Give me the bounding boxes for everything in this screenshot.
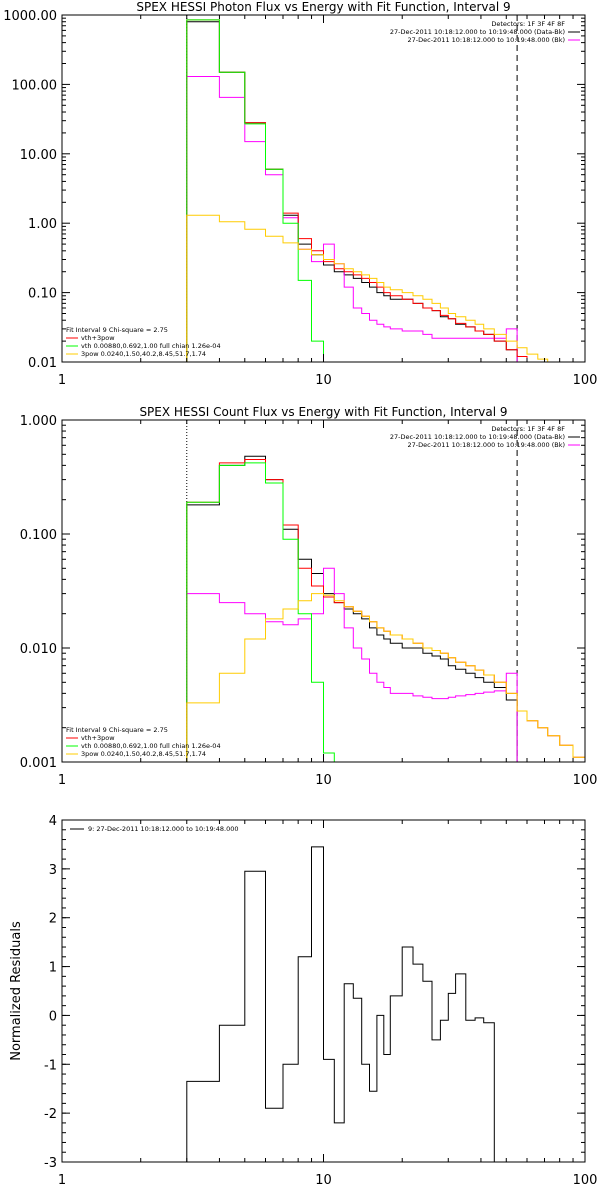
y-tick-label: 0.01 bbox=[28, 356, 57, 371]
series-line-5 bbox=[186, 214, 585, 362]
series-line-2 bbox=[186, 76, 518, 362]
series-line-5 bbox=[186, 593, 585, 762]
x-tick-label: 10 bbox=[315, 1173, 332, 1188]
series-group bbox=[186, 846, 495, 1162]
legend-top-text: 27-Dec-2011 10:18:12.000 to 10:19:48.000… bbox=[408, 441, 566, 449]
x-tick-label: 100 bbox=[573, 1173, 598, 1188]
y-tick-label: 100.00 bbox=[12, 78, 58, 93]
y-tick-label: -3 bbox=[44, 1156, 57, 1171]
y-tick-label: 1000.00 bbox=[3, 9, 57, 24]
legend-bottom-text: vth+3pow bbox=[81, 734, 115, 742]
y-tick-label: 0.100 bbox=[20, 528, 57, 543]
x-tick-label: 100 bbox=[573, 773, 598, 788]
x-tick-label: 100 bbox=[573, 373, 598, 388]
series-line-4 bbox=[186, 19, 324, 362]
y-tick-label: 2 bbox=[49, 912, 57, 927]
legend-top-text: 9: 27-Dec-2011 10:18:12.000 to 10:19:48.… bbox=[88, 825, 239, 833]
legend-top-text: Detectors: 1F 3F 4F 8F bbox=[491, 425, 565, 433]
y-tick-label: 0.10 bbox=[28, 287, 57, 302]
series-line-3 bbox=[186, 19, 585, 362]
y-tick-label: -2 bbox=[44, 1107, 57, 1122]
chart-panel-1: SPEX HESSI Photon Flux vs Energy with Fi… bbox=[3, 0, 597, 388]
chart-panel-2: SPEX HESSI Count Flux vs Energy with Fit… bbox=[20, 405, 598, 788]
y-tick-label: 0.010 bbox=[20, 642, 57, 657]
series-group bbox=[186, 19, 585, 362]
y-tick-label: 1 bbox=[49, 961, 57, 976]
x-tick-label: 1 bbox=[58, 1173, 66, 1188]
series-line-1 bbox=[186, 846, 495, 1162]
y-tick-label: 1.000 bbox=[20, 414, 57, 429]
legend-bottom-text: vth 0.00880,0.692,1.00 full chian 1.26e-… bbox=[81, 742, 221, 750]
y-axis-label: Normalized Residuals bbox=[9, 921, 24, 1061]
series-line-1 bbox=[186, 455, 518, 762]
legend-top-text: 27-Dec-2011 10:18:12.000 to 10:19:48.000… bbox=[390, 433, 565, 441]
chart-title: SPEX HESSI Count Flux vs Energy with Fit… bbox=[139, 405, 507, 419]
y-tick-label: 0.001 bbox=[20, 756, 57, 771]
legend-bottom-text: Fit Interval 9 Chi-square = 2.75 bbox=[66, 726, 168, 734]
chart-title: SPEX HESSI Photon Flux vs Energy with Fi… bbox=[136, 0, 510, 14]
x-tick-label: 1 bbox=[58, 373, 66, 388]
legend-bottom-text: vth+3pow bbox=[81, 334, 115, 342]
series-line-4 bbox=[186, 462, 335, 762]
legend-top-text: Detectors: 1F 3F 4F 8F bbox=[491, 20, 565, 28]
series-line-1 bbox=[186, 21, 518, 362]
legend-bottom-text: 3pow 0.0240,1.50,40.2,8.45,51.7,1.74 bbox=[81, 350, 206, 358]
legend-bottom-text: Fit Interval 9 Chi-square = 2.75 bbox=[66, 326, 168, 334]
plot-frame bbox=[61, 14, 586, 363]
x-tick-label: 1 bbox=[58, 773, 66, 788]
series-line-2 bbox=[186, 567, 518, 762]
y-tick-label: 3 bbox=[49, 863, 57, 878]
y-tick-label: 10.00 bbox=[20, 148, 57, 163]
series-line-3 bbox=[186, 459, 585, 762]
y-tick-label: 4 bbox=[49, 814, 57, 829]
chart-panel-3: Normalized Residuals 1 10 100 -3 -2 -1 0 1 2 3 4 9: … bbox=[9, 814, 597, 1188]
legend-top-text: 27-Dec-2011 10:18:12.000 to 10:19:48.000… bbox=[408, 36, 566, 44]
legend-bottom-text: 3pow 0.0240,1.50,40.2,8.45,51.7,1.74 bbox=[81, 750, 206, 758]
legend-bottom-text: vth 0.00880,0.692,1.00 full chian 1.26e-… bbox=[81, 342, 221, 350]
series-group bbox=[186, 455, 585, 762]
y-tick-label: 1.00 bbox=[28, 217, 57, 232]
y-tick-label: 0 bbox=[49, 1009, 57, 1024]
x-tick-label: 10 bbox=[315, 373, 332, 388]
legend-top-text: 27-Dec-2011 10:18:12.000 to 10:19:48.000… bbox=[390, 28, 565, 36]
y-tick-label: -1 bbox=[44, 1058, 57, 1073]
x-tick-label: 10 bbox=[315, 773, 332, 788]
